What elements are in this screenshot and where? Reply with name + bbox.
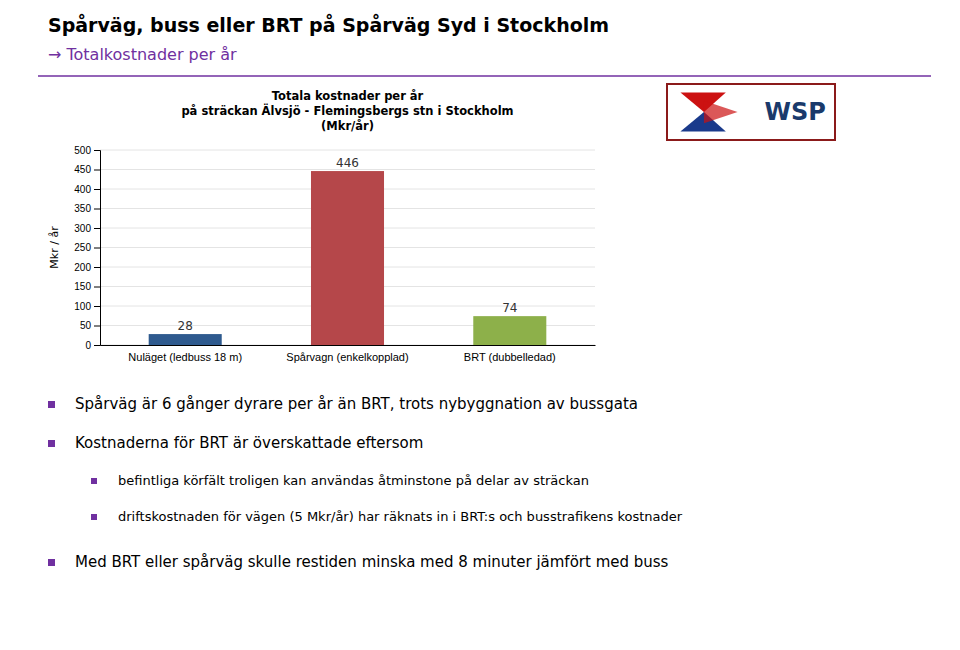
y-tick-label: 50 — [80, 320, 92, 331]
data-label: 446 — [336, 156, 359, 170]
chart-title: (Mkr/år) — [321, 119, 374, 133]
y-tick: 500 — [74, 145, 100, 156]
y-tick-label: 100 — [74, 301, 91, 312]
y-tick-label: 0 — [85, 340, 91, 351]
bullet-text: Med BRT eller spårväg skulle restiden mi… — [75, 553, 669, 571]
y-tick-label: 200 — [74, 262, 91, 273]
sub-bullet-marker — [91, 514, 97, 520]
y-tick: 150 — [74, 281, 100, 292]
bar — [311, 171, 384, 345]
y-tick-mark — [94, 150, 100, 151]
x-axis: Nuläget (ledbuss 18 m) Spårvagn (enkelkop… — [101, 346, 596, 363]
y-tick-label: 350 — [74, 203, 91, 214]
y-tick-label: 450 — [74, 164, 91, 175]
data-labels: 28 446 74 — [178, 156, 518, 333]
x-tick: Nuläget (ledbuss 18 m) — [128, 351, 242, 363]
y-tick: 50 — [80, 320, 100, 331]
y-tick-label: 250 — [74, 242, 91, 253]
sub-bullet-text: driftskostnaden för vägen (5 Mkr/år) har… — [118, 509, 683, 524]
y-tick-mark — [94, 287, 100, 288]
bullet-marker — [48, 401, 55, 408]
chart-title: Totala kostnader per år — [272, 89, 424, 103]
bullet-text: Spårväg är 6 gånger dyrare per år än BRT… — [75, 395, 638, 413]
bar — [149, 334, 222, 345]
sub-bullet-text: befintliga körfält troligen kan användas… — [118, 473, 589, 488]
data-label: 74 — [502, 301, 517, 315]
logo-box — [667, 84, 835, 140]
y-tick-label: 150 — [74, 281, 91, 292]
bars — [149, 171, 547, 345]
y-tick: 350 — [74, 203, 100, 214]
y-tick-mark — [94, 267, 100, 268]
y-tick: 0 — [85, 340, 100, 351]
divider — [38, 75, 931, 77]
x-axis-line — [101, 345, 596, 346]
y-tick-mark — [94, 326, 100, 327]
y-tick: 200 — [74, 262, 100, 273]
data-label: 28 — [178, 319, 193, 333]
y-tick: 450 — [74, 164, 100, 175]
logo-text: WSP — [764, 98, 825, 126]
grid — [100, 150, 595, 345]
y-tick-mark — [94, 248, 100, 249]
y-tick: 100 — [74, 301, 100, 312]
bullets: Spårväg är 6 gånger dyrare per år än BRT… — [48, 395, 683, 571]
x-tick: BRT (dubbelledad) — [464, 351, 556, 363]
y-tick-mark — [94, 345, 100, 346]
x-tick-label: Spårvagn (enkelkopplad) — [286, 351, 408, 363]
y-axis-title: Mkr / år — [48, 226, 61, 269]
y-tick: 250 — [74, 242, 100, 253]
y-tick-mark — [94, 209, 100, 210]
slide: Spårväg, buss eller BRT på Spårväg Syd i… — [0, 0, 960, 650]
y-tick-mark — [94, 306, 100, 307]
y-axis-line — [94, 151, 101, 346]
logo-shape — [704, 101, 738, 123]
grid-line — [100, 150, 595, 151]
y-tick-mark — [94, 170, 100, 171]
x-tick-label: Nuläget (ledbuss 18 m) — [128, 351, 242, 363]
x-tick-label: BRT (dubbelledad) — [464, 351, 556, 363]
chart: Totala kostnader per årpå sträckan Älvsj… — [48, 89, 596, 363]
x-tick: Spårvagn (enkelkopplad) — [286, 351, 408, 363]
sub-bullet-marker — [91, 478, 97, 484]
y-tick-label: 500 — [74, 145, 91, 156]
y-tick-mark — [94, 228, 100, 229]
slide-subtitle: → Totalkostnader per år — [48, 45, 237, 64]
chart-title: på sträckan Älvsjö - Flemingsbergs stn i… — [181, 103, 513, 118]
bar — [473, 316, 546, 345]
logo: WSP — [667, 84, 835, 140]
bullet-text: Kostnaderna för BRT är överskattade efte… — [75, 434, 423, 452]
y-axis: 0 50 100 150 200 250 300 350 400 450 500 — [74, 145, 100, 351]
y-tick: 300 — [74, 223, 100, 234]
bullet-marker — [48, 440, 55, 447]
y-tick: 400 — [74, 184, 100, 195]
slide-title: Spårväg, buss eller BRT på Spårväg Syd i… — [48, 13, 609, 36]
y-tick-label: 300 — [74, 223, 91, 234]
y-tick-label: 400 — [74, 184, 91, 195]
bullet-marker — [48, 559, 55, 566]
y-tick-mark — [94, 189, 100, 190]
